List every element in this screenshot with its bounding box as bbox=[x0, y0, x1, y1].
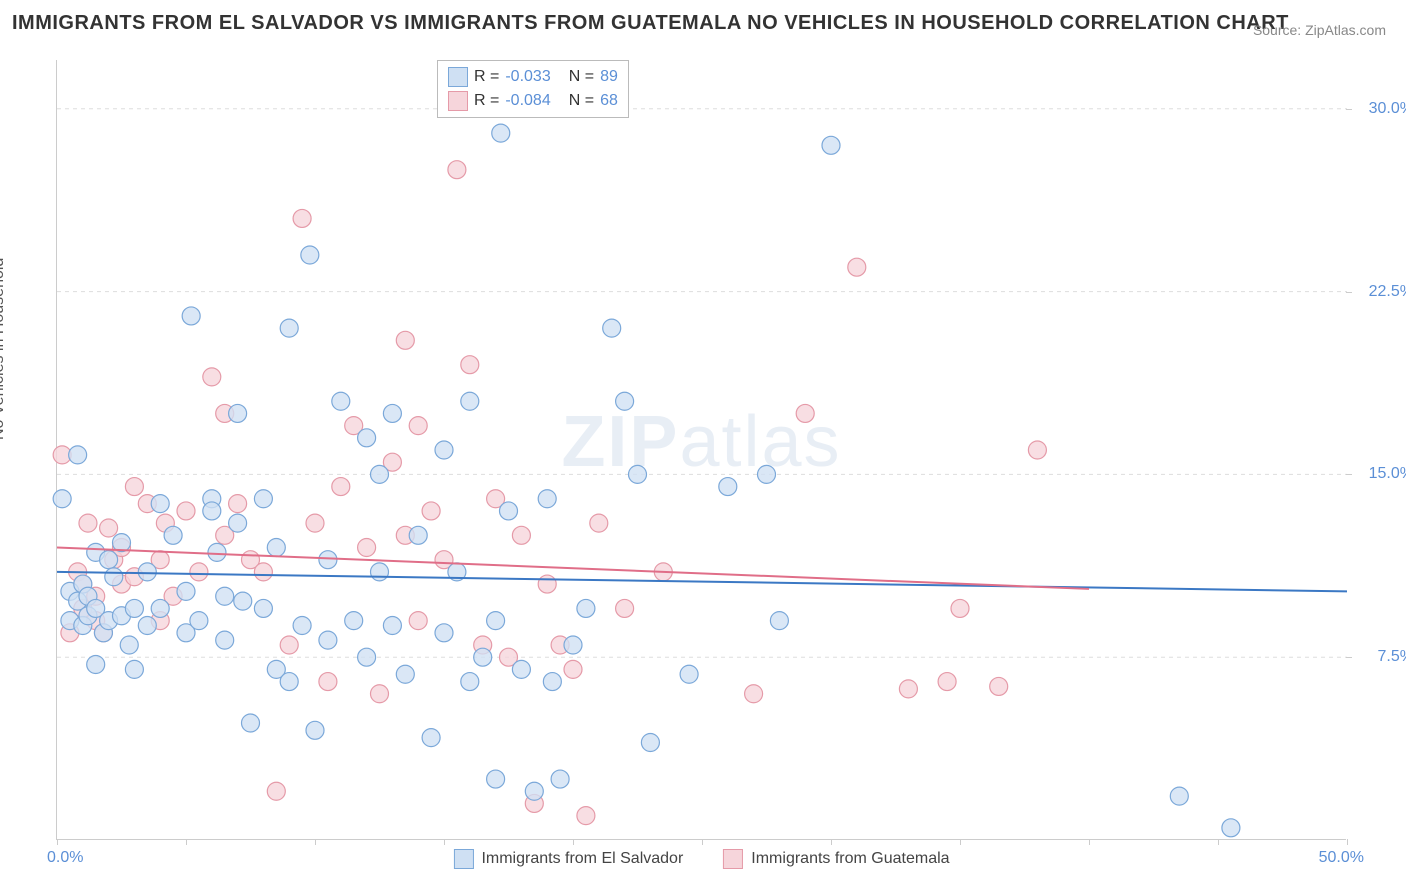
y-tick-label: 22.5% bbox=[1369, 283, 1406, 301]
x-tick-min-label: 0.0% bbox=[47, 849, 83, 867]
series-legend: Immigrants from El Salvador Immigrants f… bbox=[453, 849, 949, 869]
x-tick-mark bbox=[831, 839, 832, 845]
source-attribution: Source: ZipAtlas.com bbox=[1253, 22, 1386, 38]
r-value-elsalvador: -0.033 bbox=[505, 65, 550, 89]
r-label: R = bbox=[474, 89, 499, 113]
swatch-guatemala-bottom bbox=[723, 849, 743, 869]
x-tick-mark bbox=[186, 839, 187, 845]
scatter-svg bbox=[57, 60, 1346, 839]
x-tick-mark bbox=[960, 839, 961, 845]
swatch-elsalvador-bottom bbox=[453, 849, 473, 869]
legend-label-elsalvador: Immigrants from El Salvador bbox=[481, 850, 683, 868]
legend-label-guatemala: Immigrants from Guatemala bbox=[751, 850, 949, 868]
r-label: R = bbox=[474, 65, 499, 89]
plot-area: ZIPatlas R = -0.033 N = 89 R = -0.084 N … bbox=[56, 60, 1346, 840]
series-elsalvador-points bbox=[53, 124, 1240, 837]
x-tick-mark bbox=[315, 839, 316, 845]
y-tick-label: 15.0% bbox=[1369, 465, 1406, 483]
swatch-elsalvador bbox=[448, 67, 468, 87]
chart-title: IMMIGRANTS FROM EL SALVADOR VS IMMIGRANT… bbox=[12, 12, 1289, 35]
y-tick-label: 7.5% bbox=[1378, 648, 1406, 666]
n-label: N = bbox=[569, 65, 594, 89]
r-value-guatemala: -0.084 bbox=[505, 89, 550, 113]
n-label: N = bbox=[569, 89, 594, 113]
correlation-row-guatemala: R = -0.084 N = 68 bbox=[448, 89, 618, 113]
y-axis-label: No Vehicles in Household bbox=[0, 258, 8, 440]
correlation-row-elsalvador: R = -0.033 N = 89 bbox=[448, 65, 618, 89]
x-tick-mark bbox=[57, 839, 58, 845]
n-value-elsalvador: 89 bbox=[600, 65, 618, 89]
correlation-legend: R = -0.033 N = 89 R = -0.084 N = 68 bbox=[437, 60, 629, 118]
x-tick-mark bbox=[1218, 839, 1219, 845]
x-tick-mark bbox=[444, 839, 445, 845]
x-tick-mark bbox=[573, 839, 574, 845]
legend-item-elsalvador: Immigrants from El Salvador bbox=[453, 849, 683, 869]
x-tick-mark bbox=[702, 839, 703, 845]
x-tick-mark bbox=[1089, 839, 1090, 845]
y-tick-label: 30.0% bbox=[1369, 100, 1406, 118]
x-tick-mark bbox=[1347, 839, 1348, 845]
swatch-guatemala bbox=[448, 91, 468, 111]
x-tick-max-label: 50.0% bbox=[1319, 849, 1364, 867]
n-value-guatemala: 68 bbox=[600, 89, 618, 113]
legend-item-guatemala: Immigrants from Guatemala bbox=[723, 849, 949, 869]
